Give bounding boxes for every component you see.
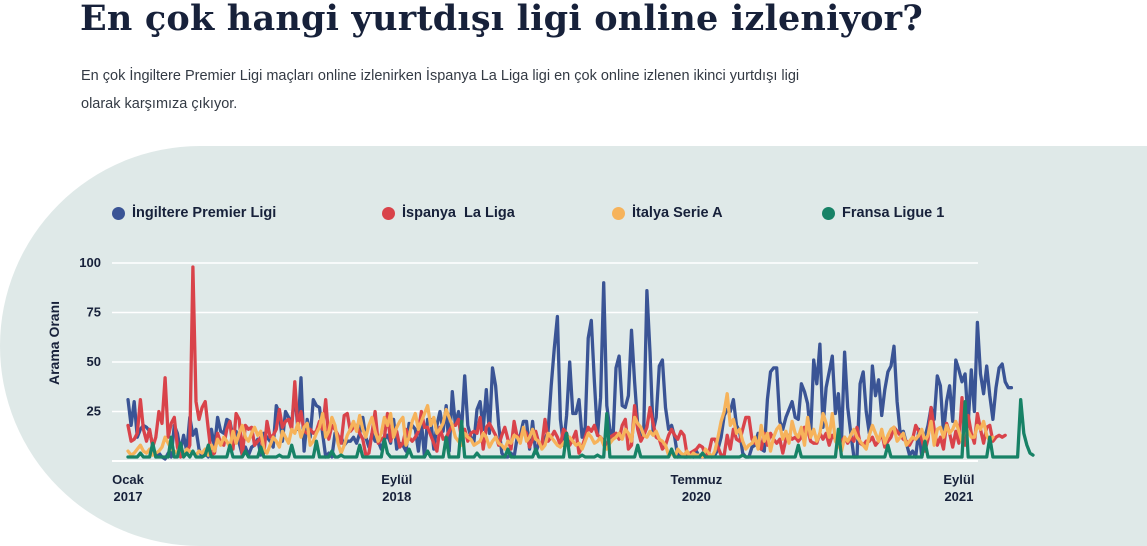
legend-item-serie-a[interactable]: İtalya Serie A [612, 205, 723, 221]
series-line-2 [126, 392, 995, 459]
x-tick-label-top: Eylül [381, 472, 412, 487]
y-tick-label: 25 [87, 404, 101, 419]
legend-dot-icon [112, 206, 125, 220]
legend-item-premier-league[interactable]: İngiltere Premier Ligi [112, 205, 276, 221]
y-tick-label: 75 [87, 305, 101, 320]
chart-series [126, 265, 1035, 461]
legend-label: İtalya Serie A [632, 205, 723, 221]
y-axis-title: Arama Oranı [46, 301, 62, 385]
y-tick-label: 100 [79, 255, 101, 270]
legend-dot-icon [382, 206, 395, 220]
x-tick-label-top: Temmuz [670, 472, 722, 487]
y-axis-tick-labels: 25 50 75 100 [79, 255, 101, 419]
series-line-0 [126, 281, 1014, 461]
page-title: En çok hangi yurtdışı ligi online izleni… [80, 0, 924, 39]
legend-label: Fransa Ligue 1 [842, 205, 945, 221]
legend-label: İspanya La Liga [402, 205, 515, 221]
x-tick-label-bottom: 2020 [682, 489, 711, 504]
legend-dot-icon [612, 206, 625, 220]
x-axis-tick-labels: Ocak 2017 Eylül 2018 Temmuz 2020 Eylül 2021 [112, 472, 974, 504]
x-tick-label-bottom: 2018 [382, 489, 411, 504]
x-tick-label-top: Eylül [943, 472, 974, 487]
series-line-3 [126, 397, 1035, 459]
page-subtitle: En çok İngiltere Premier Ligi maçları on… [81, 62, 941, 118]
x-tick-label-top: Ocak [112, 472, 145, 487]
subtitle-line-2: olarak karşımıza çıkıyor. [81, 96, 238, 112]
chart-legend: İngiltere Premier Ligi İspanya La Liga İ… [0, 205, 1147, 225]
y-tick-label: 50 [87, 354, 101, 369]
legend-item-ligue-1[interactable]: Fransa Ligue 1 [822, 205, 944, 221]
x-tick-label-bottom: 2017 [114, 489, 143, 504]
legend-item-la-liga[interactable]: İspanya La Liga [382, 205, 515, 221]
x-tick-label-bottom: 2021 [944, 489, 973, 504]
legend-dot-icon [822, 206, 835, 220]
legend-label: İngiltere Premier Ligi [132, 205, 277, 221]
subtitle-line-1: En çok İngiltere Premier Ligi maçları on… [81, 68, 800, 84]
chart-grid [112, 262, 978, 462]
